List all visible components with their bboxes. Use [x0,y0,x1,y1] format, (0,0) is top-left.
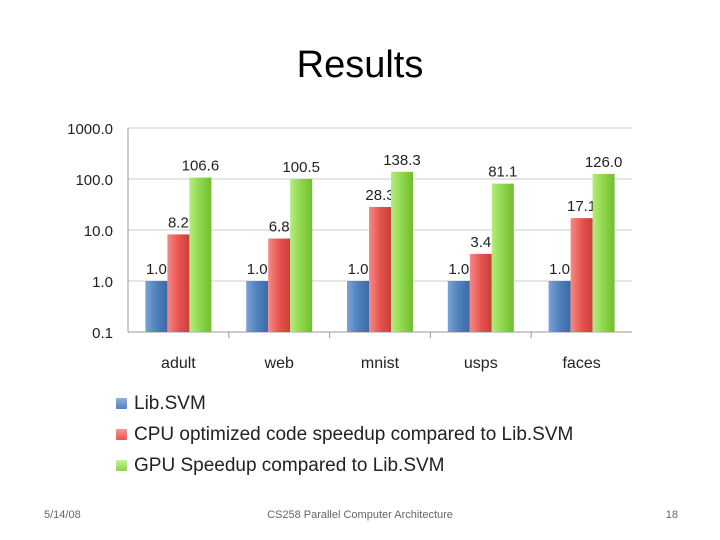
bar-cpu [369,206,391,332]
bar-libsvm [246,281,269,332]
legend-label-cpu: CPU optimized code speedup compared to L… [134,423,574,445]
y-tick-label: 10.0 [84,223,113,240]
x-category-label: faces [562,355,600,372]
legend-item-cpu: CPU optimized code speedup compared to L… [116,419,573,450]
data-label: 1.0 [448,261,469,278]
data-label: 106.6 [182,158,220,175]
data-label: 1.0 [348,261,369,278]
x-category-label: usps [464,355,498,372]
bar-libsvm [447,281,470,332]
bar-gpu [189,177,212,332]
y-tick-label: 100.0 [75,172,113,189]
bar-cpu [570,218,593,332]
footer-course: CS258 Parallel Computer Architecture [267,509,453,521]
legend-item-libsvm: Lib.SVM [116,388,573,419]
bar-cpu [268,238,291,332]
chart-legend: Lib.SVM CPU optimized code speedup compa… [116,388,573,481]
data-label: 8.2 [168,214,189,231]
x-category-label: mnist [361,355,400,372]
legend-label-libsvm: Lib.SVM [134,392,206,414]
data-label: 1.0 [247,261,268,278]
bar-gpu [592,173,615,332]
slide-title: Results [296,44,424,86]
data-label: 28.3 [365,187,394,204]
bar-cpu [469,253,492,332]
legend-swatch-cpu [116,429,127,440]
data-label: 3.4 [470,234,491,251]
bar-libsvm [548,281,571,332]
y-tick-label: 1.0 [92,274,113,291]
legend-label-gpu: GPU Speedup compared to Lib.SVM [134,454,445,476]
y-tick-label: 0.1 [92,325,113,342]
bar-libsvm [145,281,168,332]
x-category-label: adult [161,355,196,372]
bar-gpu [290,178,313,332]
x-category-label: web [264,355,294,372]
legend-swatch-libsvm [116,398,127,409]
bar-gpu [491,183,514,332]
data-label: 126.0 [585,154,623,171]
data-label: 6.8 [269,219,290,236]
data-label: 1.0 [549,261,570,278]
data-label: 138.3 [383,152,421,169]
footer-page-number: 18 [665,509,678,521]
bar-gpu [391,171,413,332]
footer-date: 5/14/08 [44,509,81,521]
bar-chart: 1000.0 100.0 10.0 1.0 0.1 1.0 8.2 106.6 adult 1.0… [67,121,632,372]
data-label: 81.1 [488,164,517,181]
legend-swatch-gpu [116,460,127,471]
y-tick-label: 1000.0 [67,121,113,138]
data-label: 1.0 [146,261,167,278]
bar-cpu [167,234,190,332]
data-label: 17.1 [567,198,596,215]
data-label: 100.5 [282,159,320,176]
bar-libsvm [347,281,369,332]
legend-item-gpu: GPU Speedup compared to Lib.SVM [116,450,573,481]
